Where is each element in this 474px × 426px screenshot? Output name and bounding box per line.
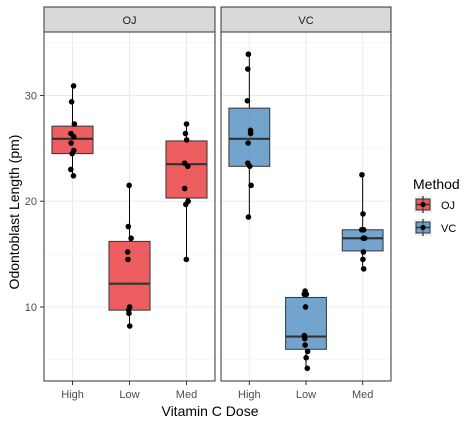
data-point [244,66,251,72]
data-point [359,171,365,178]
y-tick-label: 10 [25,302,37,314]
data-point [245,140,251,146]
facet-strip [43,6,216,33]
data-point [67,166,74,173]
panels-layer: OJ High Low Med VC High Low Med [43,6,392,401]
data-point [185,198,191,205]
legend-item-oj: OJ [414,196,455,213]
data-point [244,97,251,104]
data-point [183,121,190,127]
data-point [248,182,254,189]
x-tick-label: High [61,389,84,401]
box-vc-med [341,171,384,272]
data-point [71,121,78,127]
data-point [360,211,366,217]
data-point [244,160,251,166]
facet-strip [220,6,392,33]
data-point [128,235,134,242]
data-point [247,127,254,134]
data-point [125,256,131,263]
box-vc-low [285,288,327,372]
data-point [68,99,75,105]
x-tick-label: Med [352,389,373,401]
legend-label: VC [441,223,456,235]
data-point [302,342,308,348]
data-point [360,226,367,233]
y-axis: 10 20 30 [25,90,44,314]
data-point [181,160,188,166]
data-point [182,130,189,137]
legend-key-point [420,224,426,231]
data-point [301,332,308,339]
box-body [165,140,208,199]
x-tick-label: Low [119,389,139,401]
data-point [70,173,77,179]
data-point [303,354,309,361]
data-point [183,137,190,143]
y-tick-label: 20 [25,196,37,208]
legend-item-vc: VC [414,219,456,236]
data-point [70,83,77,89]
legend-label: OJ [441,200,455,212]
data-point [360,235,367,242]
data-point [360,266,367,272]
y-axis-title: Odontoblast Length (pm) [6,135,22,290]
data-point [360,256,366,263]
x-tick-label: High [238,389,261,401]
data-point [68,140,74,146]
x-tick-label: Low [296,389,316,401]
panel-oj: OJ High Low Med [43,6,216,401]
data-point [126,323,133,329]
y-tick-label: 30 [25,90,37,102]
data-point [71,147,77,154]
data-point [124,249,131,255]
box-vc-high [228,51,271,220]
panel-vc: VC High Low Med [220,6,392,401]
facet-label: VC [298,15,313,27]
box-body [228,107,271,167]
data-point [302,304,309,310]
x-axis-title: Vitamin C Dose [161,403,258,419]
data-point [125,223,132,230]
legend-key-point [420,201,426,208]
data-point [304,365,311,372]
data-point [68,130,74,137]
data-point [181,185,188,192]
data-point [302,288,308,294]
data-point [360,249,367,255]
data-point [126,304,133,310]
legend: Method OJ VC [413,176,460,236]
box-oj-high [51,83,94,179]
data-point [245,51,252,58]
x-tick-label: Med [176,389,197,401]
data-point [183,256,190,263]
box-oj-med [165,121,208,263]
data-point [245,214,252,220]
data-point [126,182,132,189]
legend-title: Method [413,176,460,192]
box-oj-low [108,182,151,329]
data-point [304,348,311,355]
facet-label: OJ [122,15,136,27]
